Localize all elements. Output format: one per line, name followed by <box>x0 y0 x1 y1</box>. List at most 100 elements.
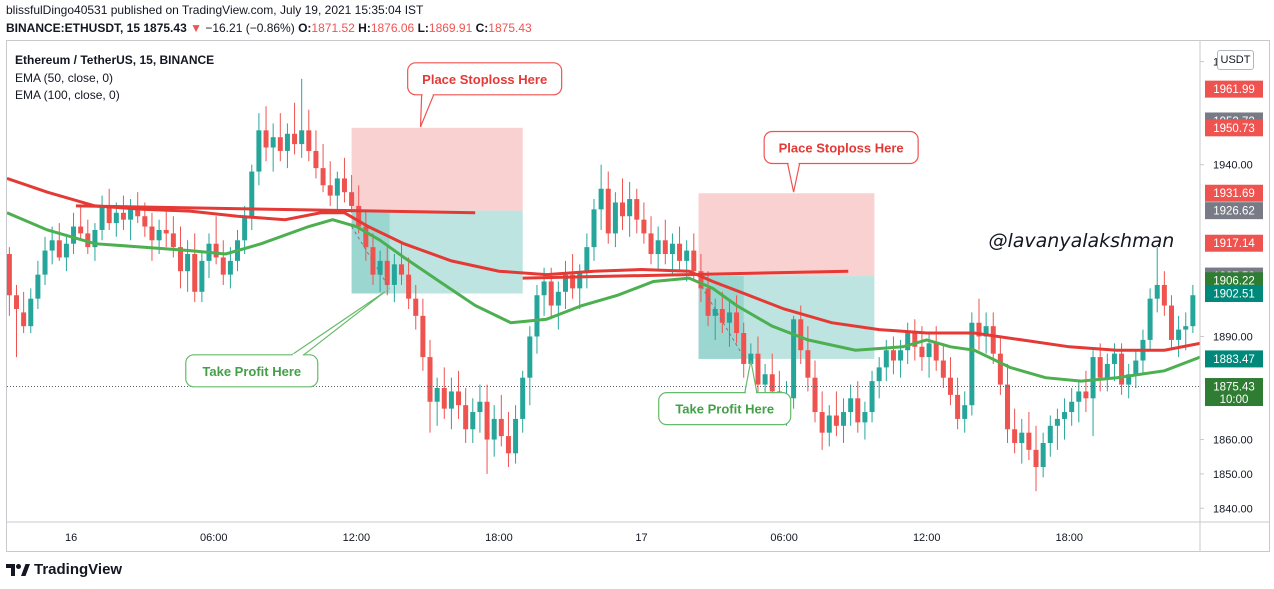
candle-body <box>955 394 961 419</box>
close-value: 1875.43 <box>488 21 532 35</box>
candle-body <box>919 346 925 358</box>
candle-body <box>1012 429 1018 443</box>
candle-body <box>434 388 440 402</box>
candle-body <box>341 178 347 193</box>
candle-body <box>591 209 597 248</box>
y-tick-label: 1840.00 <box>1213 503 1253 515</box>
candle-body <box>541 281 547 296</box>
trend-line <box>75 204 476 215</box>
candle-body <box>149 226 155 241</box>
candle-body <box>363 226 369 248</box>
ema100-line <box>7 176 1200 352</box>
price-label-value: 1917.14 <box>1213 238 1255 250</box>
currency-button[interactable]: USDT <box>1217 50 1254 70</box>
candle-body <box>705 288 711 316</box>
candle-body <box>249 171 255 217</box>
callout-box <box>658 392 792 426</box>
candle-body <box>898 350 904 361</box>
candle-body <box>862 412 868 423</box>
candle-body <box>734 312 740 334</box>
publish-info: blissfulDingo40531 published on TradingV… <box>6 3 424 17</box>
candle-body <box>427 357 433 402</box>
candle-body <box>170 233 176 248</box>
candle-body <box>947 377 953 395</box>
candle-body <box>1183 326 1189 330</box>
candle-body <box>448 391 454 409</box>
candle-body <box>1097 357 1103 378</box>
watermark-text: @lavanyalakshman <box>988 230 1174 252</box>
candle-body <box>726 312 732 323</box>
candle-body <box>869 381 875 413</box>
candle-body <box>484 401 490 440</box>
price-label-value: 1902.51 <box>1213 288 1255 300</box>
dashed-projection <box>351 226 391 289</box>
price-label-tag <box>1205 284 1263 302</box>
callout-pointer <box>291 291 386 356</box>
candle-body <box>63 243 69 258</box>
candle-body <box>406 274 412 299</box>
x-tick-label: 16 <box>65 532 77 544</box>
candle-body <box>1026 432 1032 450</box>
candle-body <box>755 353 761 385</box>
candle-body <box>513 418 519 454</box>
last-price: 1875.43 <box>143 21 187 35</box>
tradingview-brand: TradingView <box>34 561 123 578</box>
x-tick-label: 06:00 <box>770 532 798 544</box>
candle-body <box>420 315 426 358</box>
candle-body <box>1069 401 1075 413</box>
candle-body <box>855 398 861 423</box>
candle-body <box>669 243 675 255</box>
x-tick-label: 12:00 <box>913 532 941 544</box>
ema50-legend[interactable]: EMA (50, close, 0) <box>15 71 114 85</box>
candle-body <box>505 436 511 454</box>
down-arrow-icon: ▼ <box>190 21 202 35</box>
candle-body <box>349 192 355 206</box>
price-label-tag <box>1205 378 1263 407</box>
price-label-tag <box>1205 184 1263 202</box>
candle-body <box>99 205 105 230</box>
ema100-legend[interactable]: EMA (100, close, 0) <box>15 88 120 102</box>
candle-body <box>905 333 911 351</box>
candle-body <box>334 178 340 196</box>
candle-body <box>534 295 540 337</box>
price-change: −16.21 (−0.86%) <box>205 21 295 35</box>
candle-body <box>1126 374 1132 385</box>
chart-pane[interactable] <box>6 40 1270 552</box>
candle-body <box>1119 353 1125 385</box>
candle-body <box>313 150 319 169</box>
candle-body <box>876 367 882 382</box>
candle-body <box>356 205 362 227</box>
candle-body <box>826 415 832 433</box>
candle-body <box>684 250 690 261</box>
candle-body <box>584 247 590 272</box>
candle-body <box>962 405 968 419</box>
candle-body <box>299 130 305 145</box>
candle-body <box>612 202 618 234</box>
candle-body <box>185 254 191 272</box>
candle-body <box>1168 305 1174 340</box>
candle-body <box>641 219 647 234</box>
candle-body <box>7 254 12 296</box>
candle-body <box>71 226 77 244</box>
candle-body <box>78 226 84 234</box>
candle-body <box>677 243 683 261</box>
symbol-label: BINANCE:ETHUSDT, 15 <box>6 21 141 35</box>
candle-body <box>990 326 996 354</box>
price-label-value: 1931.69 <box>1213 188 1255 200</box>
candle-body <box>1040 442 1046 468</box>
candle-body <box>1047 425 1053 443</box>
price-label-value: 1950.73 <box>1213 123 1255 135</box>
candle-body <box>42 250 48 275</box>
candle-body <box>655 240 661 255</box>
candle-body <box>327 185 333 196</box>
candle-body <box>277 137 283 151</box>
callout-box <box>185 354 319 388</box>
candle-body <box>1076 391 1082 402</box>
tradingview-logo[interactable]: TradingView <box>6 561 122 578</box>
candle-body <box>627 199 633 217</box>
candle-body <box>1111 353 1117 364</box>
candle-body <box>106 205 112 224</box>
symbol-quote-line: BINANCE:ETHUSDT, 15 1875.43 ▼ −16.21 (−0… <box>6 21 532 35</box>
candle-body <box>662 240 668 255</box>
